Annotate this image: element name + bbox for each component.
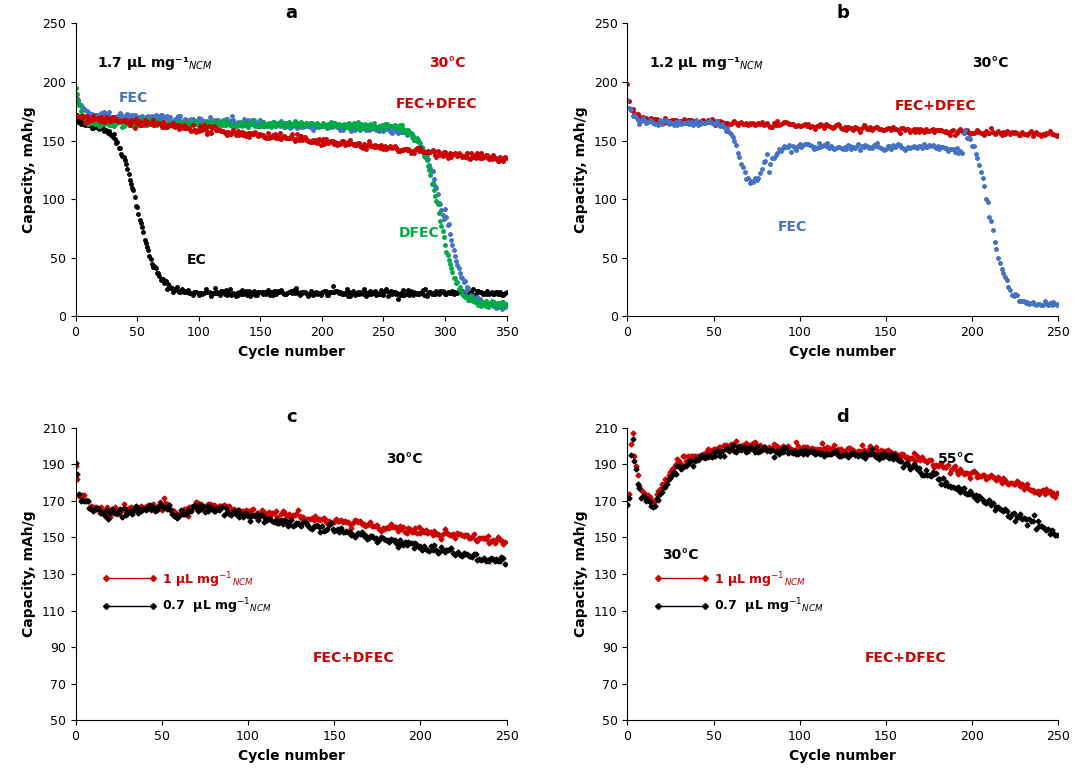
Text: 55°C: 55°C [937,452,974,466]
Text: FEC+DFEC: FEC+DFEC [894,99,976,114]
X-axis label: Cycle number: Cycle number [238,749,345,763]
Title: d: d [837,408,849,426]
X-axis label: Cycle number: Cycle number [789,749,896,763]
Text: 30°C: 30°C [429,56,465,70]
Text: FEC+DFEC: FEC+DFEC [864,651,946,665]
Text: 0.7  μL mg$^{-1}$$_{NCM}$: 0.7 μL mg$^{-1}$$_{NCM}$ [714,597,823,616]
Y-axis label: Capacity, mAh/g: Capacity, mAh/g [575,511,589,637]
Text: 30°C: 30°C [972,56,1009,70]
Text: FEC: FEC [119,91,148,105]
Text: 30°C: 30°C [662,548,699,562]
Title: a: a [285,4,297,22]
Text: 1 μL mg$^{-1}$$_{NCM}$: 1 μL mg$^{-1}$$_{NCM}$ [714,570,806,590]
Text: 1.7 μL mg⁻¹$_{NCM}$: 1.7 μL mg⁻¹$_{NCM}$ [97,56,213,72]
Y-axis label: Capacity, mAh/g: Capacity, mAh/g [23,106,37,233]
Text: FEC+DFEC: FEC+DFEC [395,97,477,111]
Text: 0.7  μL mg$^{-1}$$_{NCM}$: 0.7 μL mg$^{-1}$$_{NCM}$ [162,597,271,616]
Text: FEC: FEC [778,220,807,234]
Text: DFEC: DFEC [399,226,440,240]
Text: 1 μL mg$^{-1}$$_{NCM}$: 1 μL mg$^{-1}$$_{NCM}$ [162,570,254,590]
Text: FEC+DFEC: FEC+DFEC [313,651,394,665]
Text: EC: EC [187,253,206,266]
Text: 30°C: 30°C [386,452,422,466]
X-axis label: Cycle number: Cycle number [789,345,896,359]
Text: 1.2 μL mg⁻¹$_{NCM}$: 1.2 μL mg⁻¹$_{NCM}$ [649,56,764,72]
Y-axis label: Capacity, mAh/g: Capacity, mAh/g [23,511,37,637]
Title: c: c [286,408,296,426]
Y-axis label: Capacity, mAh/g: Capacity, mAh/g [575,106,589,233]
X-axis label: Cycle number: Cycle number [238,345,345,359]
Title: b: b [836,4,849,22]
